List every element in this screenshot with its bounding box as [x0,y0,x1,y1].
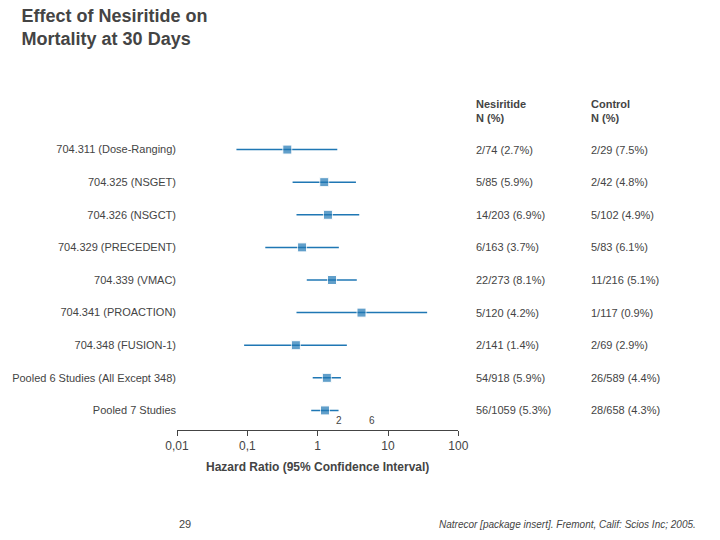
svg-text:26/589 (4.4%): 26/589 (4.4%) [591,372,660,384]
svg-text:10: 10 [381,439,395,453]
svg-text:NesiritideN (%): NesiritideN (%) [476,98,526,124]
svg-text:0,1: 0,1 [239,439,256,453]
svg-text:6: 6 [369,415,375,426]
svg-text:14/203 (6.9%): 14/203 (6.9%) [476,209,545,221]
svg-text:2: 2 [336,415,342,426]
svg-text:2/42 (4.8%): 2/42 (4.8%) [591,176,648,188]
svg-text:0,01: 0,01 [165,439,189,453]
svg-text:Natrecor [package insert]. Fre: Natrecor [package insert]. Fremont, Cali… [439,519,696,530]
svg-text:704.348 (FUSION-1): 704.348 (FUSION-1) [75,339,176,351]
svg-text:54/918 (5.9%): 54/918 (5.9%) [476,372,545,384]
svg-text:704.329 (PRECEDENT): 704.329 (PRECEDENT) [58,241,176,253]
svg-text:11/216 (5.1%): 11/216 (5.1%) [591,274,659,286]
svg-text:6/163 (3.7%): 6/163 (3.7%) [476,241,539,253]
svg-text:Pooled 6 Studies (All Except 3: Pooled 6 Studies (All Except 348) [12,372,176,384]
svg-text:1: 1 [314,439,321,453]
svg-text:29: 29 [179,518,191,530]
svg-text:2/141 (1.4%): 2/141 (1.4%) [476,339,539,351]
svg-text:704.326 (NSGCT): 704.326 (NSGCT) [87,209,176,221]
svg-text:Effect of Nesiritide onMortali: Effect of Nesiritide onMortality at 30 D… [22,6,208,49]
svg-text:704.339 (VMAC): 704.339 (VMAC) [94,274,176,286]
svg-text:5/83 (6.1%): 5/83 (6.1%) [591,241,648,253]
svg-text:1/117 (0.9%): 1/117 (0.9%) [591,307,653,319]
svg-text:2/29 (7.5%): 2/29 (7.5%) [591,144,648,156]
svg-text:5/85 (5.9%): 5/85 (5.9%) [476,176,533,188]
svg-text:22/273 (8.1%): 22/273 (8.1%) [476,274,545,286]
svg-text:704.311 (Dose-Ranging): 704.311 (Dose-Ranging) [56,143,176,155]
svg-text:100: 100 [448,439,468,453]
svg-text:2/69 (2.9%): 2/69 (2.9%) [591,339,648,351]
svg-text:5/102 (4.9%): 5/102 (4.9%) [591,209,654,221]
svg-text:28/658 (4.3%): 28/658 (4.3%) [591,404,660,416]
svg-text:ControlN (%): ControlN (%) [591,98,630,124]
svg-text:Hazard Ratio (95% Confidence I: Hazard Ratio (95% Confidence Interval) [206,460,429,474]
svg-text:704.341 (PROACTION): 704.341 (PROACTION) [60,306,176,318]
svg-text:Pooled 7 Studies: Pooled 7 Studies [93,404,177,416]
svg-text:2/74 (2.7%): 2/74 (2.7%) [476,144,533,156]
svg-text:704.325 (NSGET): 704.325 (NSGET) [88,176,176,188]
svg-text:56/1059 (5.3%): 56/1059 (5.3%) [476,404,551,416]
svg-text:5/120 (4.2%): 5/120 (4.2%) [476,307,539,319]
